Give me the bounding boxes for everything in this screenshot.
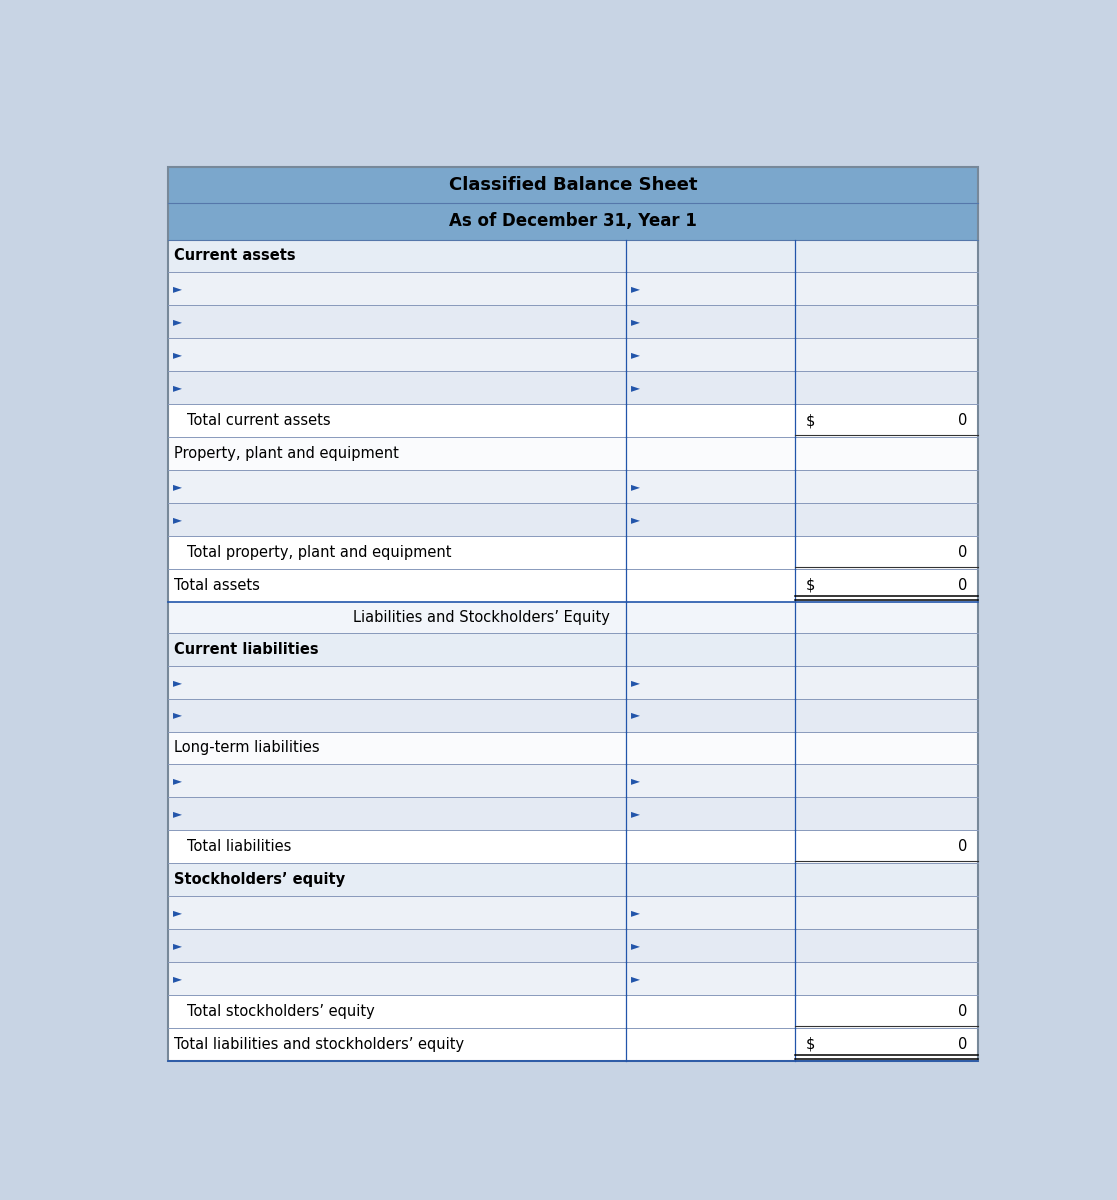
Text: ►: ► [631, 382, 640, 394]
Text: ►: ► [173, 676, 182, 689]
Text: As of December 31, Year 1: As of December 31, Year 1 [449, 212, 697, 230]
Bar [169, 167, 977, 203]
Text: Property, plant and equipment: Property, plant and equipment [174, 446, 399, 461]
Bar [169, 698, 977, 732]
Bar [169, 632, 977, 666]
Bar [169, 929, 977, 962]
Bar [169, 797, 977, 830]
Text: Total stockholders’ equity: Total stockholders’ equity [188, 1003, 375, 1019]
Text: Total property, plant and equipment: Total property, plant and equipment [188, 545, 451, 559]
Bar [169, 272, 977, 305]
Text: Stockholders’ equity: Stockholders’ equity [174, 872, 345, 887]
Bar [169, 437, 977, 470]
Text: ►: ► [173, 808, 182, 821]
Bar [169, 404, 977, 437]
Text: ►: ► [173, 348, 182, 361]
Text: 0: 0 [958, 413, 967, 428]
Text: ►: ► [173, 774, 182, 787]
Text: ►: ► [173, 938, 182, 952]
Text: $: $ [805, 413, 815, 428]
Text: ►: ► [631, 282, 640, 295]
Text: ►: ► [631, 512, 640, 526]
Text: ►: ► [631, 480, 640, 493]
Bar [169, 764, 977, 797]
Text: $: $ [805, 1037, 815, 1051]
Bar [169, 830, 977, 863]
Text: Total assets: Total assets [174, 577, 260, 593]
Text: Current assets: Current assets [174, 248, 296, 264]
Text: 0: 0 [958, 1037, 967, 1051]
Text: 0: 0 [958, 545, 967, 559]
Text: ►: ► [631, 676, 640, 689]
Text: ►: ► [631, 348, 640, 361]
Bar [169, 371, 977, 404]
Text: ►: ► [173, 480, 182, 493]
Bar [169, 338, 977, 371]
Text: 0: 0 [958, 1003, 967, 1019]
Text: ►: ► [173, 906, 182, 919]
Bar [169, 503, 977, 535]
Text: Total current assets: Total current assets [188, 413, 331, 428]
Text: ►: ► [173, 316, 182, 329]
Text: ►: ► [173, 972, 182, 985]
Text: ►: ► [631, 906, 640, 919]
Text: Total liabilities: Total liabilities [188, 839, 292, 854]
Bar [169, 305, 977, 338]
Text: ►: ► [631, 316, 640, 329]
Text: ►: ► [631, 938, 640, 952]
Text: 0: 0 [958, 839, 967, 854]
Bar [169, 1027, 977, 1061]
Text: Current liabilities: Current liabilities [174, 642, 318, 656]
Text: 0: 0 [958, 577, 967, 593]
Bar [169, 962, 977, 995]
Text: Long-term liabilities: Long-term liabilities [174, 740, 319, 756]
Text: ►: ► [631, 708, 640, 721]
Text: ►: ► [631, 774, 640, 787]
Bar [169, 896, 977, 929]
Text: Total liabilities and stockholders’ equity: Total liabilities and stockholders’ equi… [174, 1037, 465, 1051]
Text: Classified Balance Sheet: Classified Balance Sheet [449, 176, 697, 194]
Text: ►: ► [631, 972, 640, 985]
Text: Liabilities and Stockholders’ Equity: Liabilities and Stockholders’ Equity [353, 610, 610, 625]
Bar [169, 732, 977, 764]
Text: ►: ► [173, 282, 182, 295]
Text: ►: ► [173, 512, 182, 526]
Text: $: $ [805, 577, 815, 593]
Bar [169, 240, 977, 272]
Text: ►: ► [631, 808, 640, 821]
Bar [169, 535, 977, 569]
Bar [169, 203, 977, 240]
Text: ►: ► [173, 708, 182, 721]
Bar [169, 995, 977, 1027]
Bar [169, 601, 977, 632]
Text: ►: ► [173, 382, 182, 394]
Bar [169, 666, 977, 698]
Bar [169, 569, 977, 601]
Bar [169, 863, 977, 896]
Bar [169, 470, 977, 503]
